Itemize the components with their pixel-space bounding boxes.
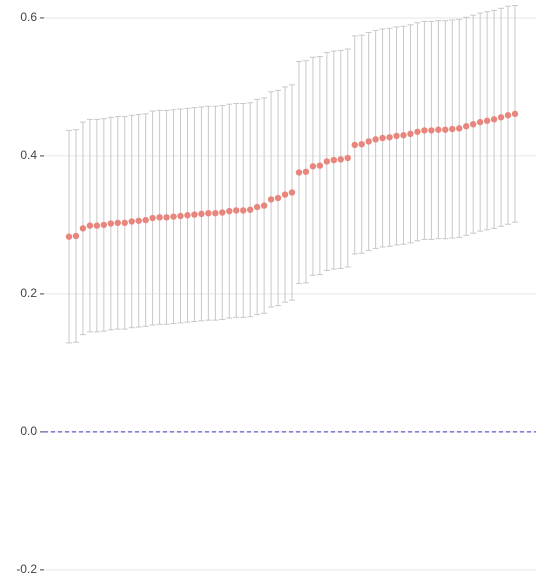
point: [435, 126, 442, 133]
point: [156, 214, 163, 221]
point: [128, 218, 135, 225]
point: [107, 220, 115, 227]
point: [246, 206, 254, 213]
point: [253, 203, 261, 211]
point: [490, 116, 498, 123]
point: [463, 123, 470, 130]
point: [476, 118, 484, 126]
point: [135, 217, 142, 224]
point: [219, 209, 226, 216]
point: [86, 222, 94, 229]
point: [72, 232, 80, 240]
point: [407, 130, 414, 138]
point: [323, 158, 331, 165]
point: [330, 156, 338, 164]
point: [184, 212, 191, 219]
point: [170, 213, 177, 220]
point: [142, 216, 149, 224]
point: [337, 156, 344, 163]
y-tick-label: 0.2: [20, 286, 37, 300]
y-tick-label: 0.6: [20, 10, 37, 24]
point: [100, 221, 108, 229]
point: [212, 209, 219, 217]
point: [288, 189, 296, 196]
point: [226, 207, 233, 215]
point: [233, 207, 240, 214]
point: [442, 126, 449, 133]
point: [365, 138, 372, 145]
point: [93, 222, 101, 229]
point: [428, 127, 435, 134]
point: [309, 163, 317, 170]
point: [240, 207, 247, 214]
point: [379, 134, 386, 142]
point: [302, 168, 310, 175]
point: [295, 169, 303, 176]
point: [386, 134, 393, 141]
point: [344, 154, 351, 162]
point: [351, 141, 358, 149]
point: [400, 132, 407, 139]
point: [414, 128, 421, 135]
point: [469, 120, 477, 128]
point: [177, 212, 184, 220]
point: [393, 132, 400, 140]
point: [421, 127, 428, 134]
point: [281, 191, 289, 198]
point: [456, 125, 463, 132]
point: [205, 209, 212, 217]
point: [260, 202, 268, 209]
y-tick-label: 0.4: [20, 148, 37, 162]
point: [497, 114, 505, 121]
y-tick-label: -0.2: [16, 562, 37, 576]
point: [358, 140, 365, 148]
point: [316, 162, 324, 169]
point: [163, 214, 170, 221]
point: [79, 225, 87, 232]
point: [504, 112, 512, 119]
point: [65, 233, 73, 240]
point: [372, 136, 379, 143]
y-tick-label: 0.0: [20, 424, 37, 438]
point: [198, 210, 205, 218]
point: [267, 196, 275, 203]
point: [483, 117, 491, 124]
point: [191, 211, 198, 218]
point: [274, 194, 282, 202]
point: [149, 214, 156, 222]
point: [114, 219, 121, 227]
point: [449, 125, 456, 133]
point: [511, 110, 519, 118]
point: [121, 219, 128, 227]
